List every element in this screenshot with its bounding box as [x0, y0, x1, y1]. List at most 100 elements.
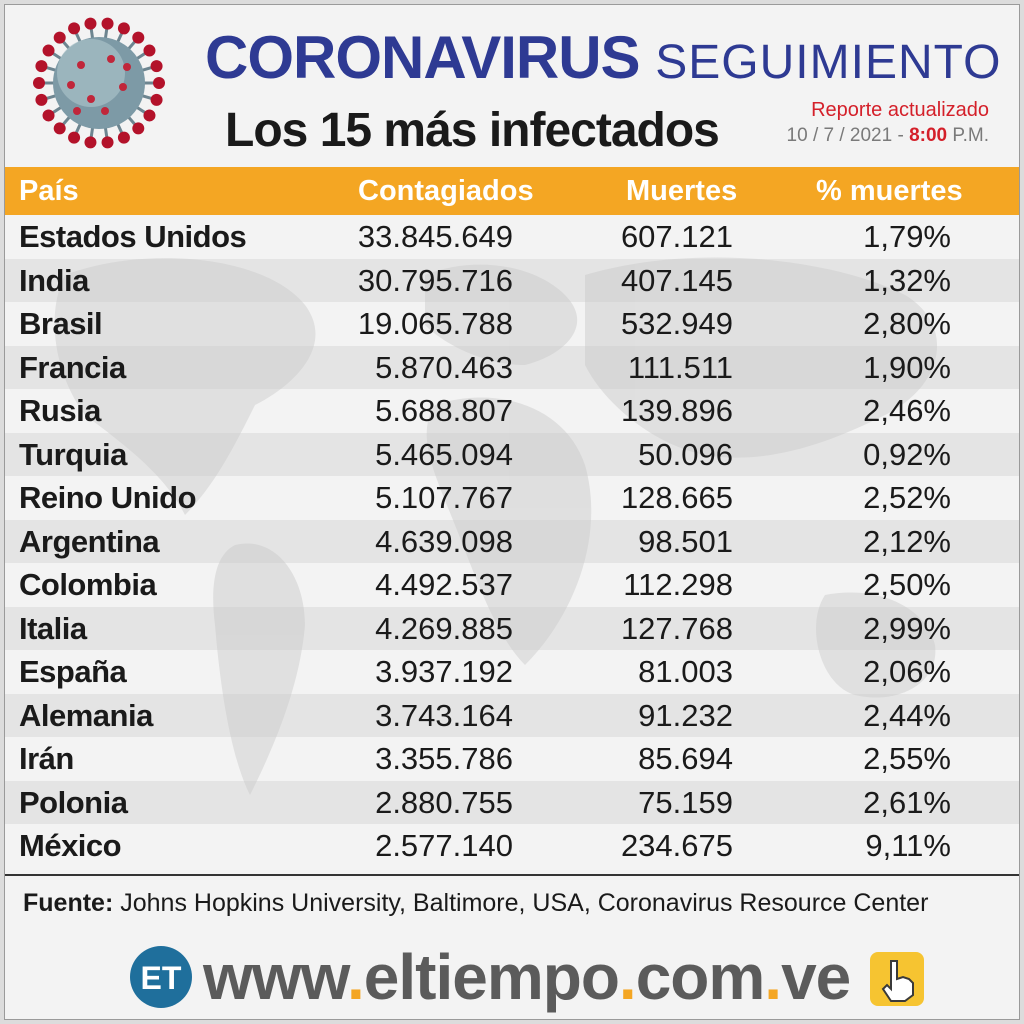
cell-country: Colombia [19, 567, 157, 602]
url-dot: . [346, 941, 365, 1013]
cell-cases: 3.743.164 [375, 697, 513, 733]
pointing-hand-icon [870, 952, 924, 1006]
cell-death-pct: 2,06% [863, 654, 951, 689]
cell-deaths: 112.298 [623, 567, 733, 602]
cell-country: Francia [19, 349, 126, 385]
cell-deaths: 98.501 [638, 523, 733, 559]
cell-deaths: 128.665 [620, 480, 733, 515]
column-header-country: País [19, 175, 79, 207]
cell-deaths: 50.096 [638, 436, 733, 472]
table-row: Francia 5.870.463 111.511 1,90% [5, 345, 1019, 389]
cell-cases: 5.107.767 [375, 480, 513, 515]
cell-country: Polonia [19, 784, 128, 820]
cell-death-pct: 2,61% [863, 784, 951, 820]
report-time: 8:00 [909, 125, 948, 146]
cell-death-pct: 1,79% [863, 219, 951, 254]
cell-cases: 4.269.885 [375, 610, 513, 646]
footer-divider [5, 874, 1019, 876]
cell-deaths: 139.896 [620, 393, 733, 428]
url-part-ve: ve [781, 941, 851, 1013]
column-header-death-pct: % muertes [816, 175, 963, 207]
cell-death-pct: 2,52% [863, 480, 951, 515]
table-row: México 2.577.140 234.675 9,11% [5, 824, 1019, 868]
logo-text: ET [141, 960, 182, 996]
column-header-cases: Contagiados [358, 175, 534, 207]
table-row: Polonia 2.880.755 75.159 2,61% [5, 780, 1019, 824]
subtitle-prefix: Los [225, 104, 308, 157]
title-main: CORONAVIRUS [205, 24, 641, 91]
cell-deaths: 407.145 [620, 262, 733, 298]
cell-death-pct: 2,80% [863, 306, 951, 341]
cell-death-pct: 2,50% [863, 567, 951, 602]
url-dot: . [618, 941, 637, 1013]
report-date: 10 / 7 / 2021 - [786, 125, 904, 146]
cell-deaths: 127.768 [620, 610, 733, 646]
source-line: Fuente: Johns Hopkins University, Baltim… [23, 883, 928, 923]
column-header-deaths: Muertes [626, 175, 738, 207]
cell-death-pct: 0,92% [863, 436, 951, 472]
cell-deaths: 81.003 [638, 654, 733, 689]
cell-death-pct: 2,12% [863, 523, 951, 559]
cell-cases: 4.639.098 [375, 523, 513, 559]
cell-country: Italia [19, 610, 87, 646]
cell-country: Turquia [19, 436, 127, 472]
cell-country: España [19, 654, 127, 689]
cell-cases: 2.880.755 [375, 784, 513, 820]
cell-country: Irán [19, 741, 74, 776]
cell-deaths: 607.121 [620, 219, 733, 254]
title-second: SEGUIMIENTO [655, 36, 1002, 89]
table-row: Argentina 4.639.098 98.501 2,12% [5, 519, 1019, 563]
world-map-watermark [54, 257, 938, 795]
table-row: Turquia 5.465.094 50.096 0,92% [5, 432, 1019, 476]
subtitle-suffix: más infectados [383, 104, 719, 157]
infographic-card: CORONAVIRUS SEGUIMIENTO Los 15 más infec… [4, 4, 1020, 1020]
cell-cases: 30.795.716 [357, 262, 513, 298]
cell-country: Rusia [19, 393, 101, 428]
cell-deaths: 234.675 [620, 828, 733, 863]
subtitle-number: 15 [319, 104, 372, 157]
page-subtitle: Los 15 más infectados [225, 101, 720, 161]
url-dot: . [764, 941, 782, 1013]
cell-cases: 2.577.140 [375, 828, 513, 863]
source-label: Fuente: [23, 889, 114, 917]
source-text: Johns Hopkins University, Baltimore, USA… [120, 889, 929, 917]
report-ampm: P.M. [952, 125, 989, 146]
cell-deaths: 111.511 [627, 349, 733, 385]
cell-cases: 4.492.537 [375, 567, 513, 602]
table-row: Irán 3.355.786 85.694 2,55% [5, 737, 1019, 781]
url-part-com: com [635, 941, 766, 1013]
eltiempo-logo: ET [130, 946, 192, 1008]
table-row: Alemania 3.743.164 91.232 2,44% [5, 693, 1019, 737]
cell-cases: 5.465.094 [375, 436, 513, 472]
url-part-domain: eltiempo [363, 941, 620, 1013]
coronavirus-icon [33, 17, 165, 149]
website-url[interactable]: www.eltiempo.com.ve [203, 937, 851, 1017]
table-body: Estados Unidos 33.845.649 607.121 1,79% Indi… [5, 215, 1019, 875]
cell-cases: 19.065.788 [357, 306, 513, 341]
cell-cases: 5.870.463 [375, 349, 513, 385]
cell-country: Brasil [19, 306, 103, 341]
table-row: Reino Unido 5.107.767 128.665 2,52% [5, 476, 1019, 520]
cell-death-pct: 2,44% [863, 697, 951, 733]
cell-death-pct: 2,55% [863, 741, 951, 776]
table-row: Colombia 4.492.537 112.298 2,50% [5, 563, 1019, 607]
table-row: Italia 4.269.885 127.768 2,99% [5, 606, 1019, 650]
cell-country: México [19, 828, 122, 863]
url-part-www: www [203, 941, 348, 1013]
cell-death-pct: 1,32% [863, 262, 951, 298]
cell-country: Reino Unido [19, 480, 197, 515]
cell-cases: 3.355.786 [375, 741, 513, 776]
cell-deaths: 75.159 [638, 784, 733, 820]
cell-cases: 5.688.807 [375, 393, 513, 428]
cell-death-pct: 1,90% [863, 349, 951, 385]
cell-deaths: 85.694 [638, 741, 733, 776]
table-header: País Contagiados Muertes % muertes [5, 167, 1019, 215]
cell-death-pct: 2,99% [863, 610, 951, 646]
report-label: Reporte actualizado [811, 99, 989, 121]
table-row: India 30.795.716 407.145 1,32% [5, 258, 1019, 302]
cell-deaths: 532.949 [620, 306, 733, 341]
cell-death-pct: 2,46% [863, 393, 951, 428]
cell-country: India [19, 262, 89, 298]
cell-cases: 3.937.192 [375, 654, 513, 689]
cell-country: Alemania [19, 697, 153, 733]
